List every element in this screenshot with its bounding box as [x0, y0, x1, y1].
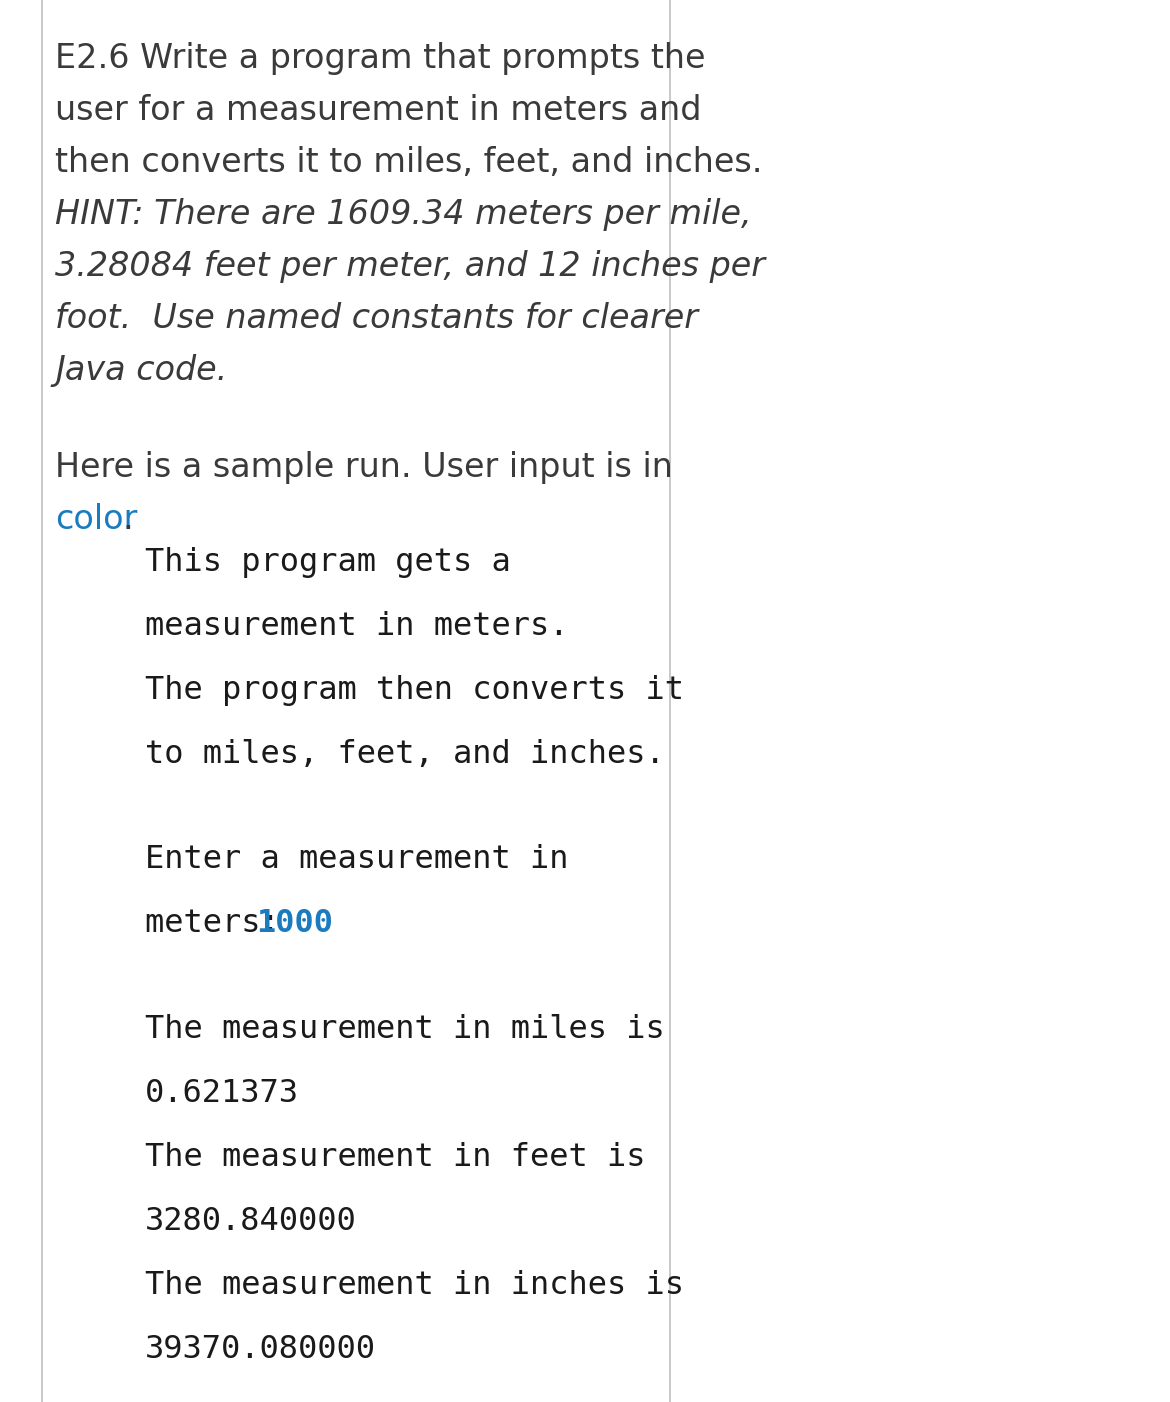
Text: 39370.080000: 39370.080000 [145, 1333, 376, 1366]
Text: user for a measurement in meters and: user for a measurement in meters and [55, 94, 702, 128]
Text: The measurement in inches is: The measurement in inches is [145, 1270, 684, 1301]
Text: Here is a sample run. User input is in: Here is a sample run. User input is in [55, 451, 673, 484]
Text: HINT: There are 1609.34 meters per mile,: HINT: There are 1609.34 meters per mile, [55, 198, 751, 231]
Text: measurement in meters.: measurement in meters. [145, 611, 569, 642]
Text: 3.28084 feet per meter, and 12 inches per: 3.28084 feet per meter, and 12 inches pe… [55, 250, 765, 283]
Text: then converts it to miles, feet, and inches.: then converts it to miles, feet, and inc… [55, 146, 763, 179]
Text: The measurement in feet is: The measurement in feet is [145, 1143, 646, 1173]
Text: 3280.840000: 3280.840000 [145, 1206, 357, 1237]
Text: E2.6 Write a program that prompts the: E2.6 Write a program that prompts the [55, 42, 706, 74]
Text: Enter a measurement in: Enter a measurement in [145, 844, 569, 875]
Text: .: . [122, 503, 133, 536]
Text: 1000: 1000 [256, 908, 333, 939]
Text: The measurement in miles is: The measurement in miles is [145, 1014, 665, 1044]
Text: color: color [55, 503, 137, 536]
Text: Java code.: Java code. [55, 353, 227, 387]
Text: This program gets a: This program gets a [145, 547, 511, 578]
Text: foot.  Use named constants for clearer: foot. Use named constants for clearer [55, 301, 698, 335]
Text: to miles, feet, and inches.: to miles, feet, and inches. [145, 739, 665, 770]
Text: meters:: meters: [145, 908, 300, 939]
Text: 0.621373: 0.621373 [145, 1078, 300, 1109]
Text: The program then converts it: The program then converts it [145, 674, 684, 705]
